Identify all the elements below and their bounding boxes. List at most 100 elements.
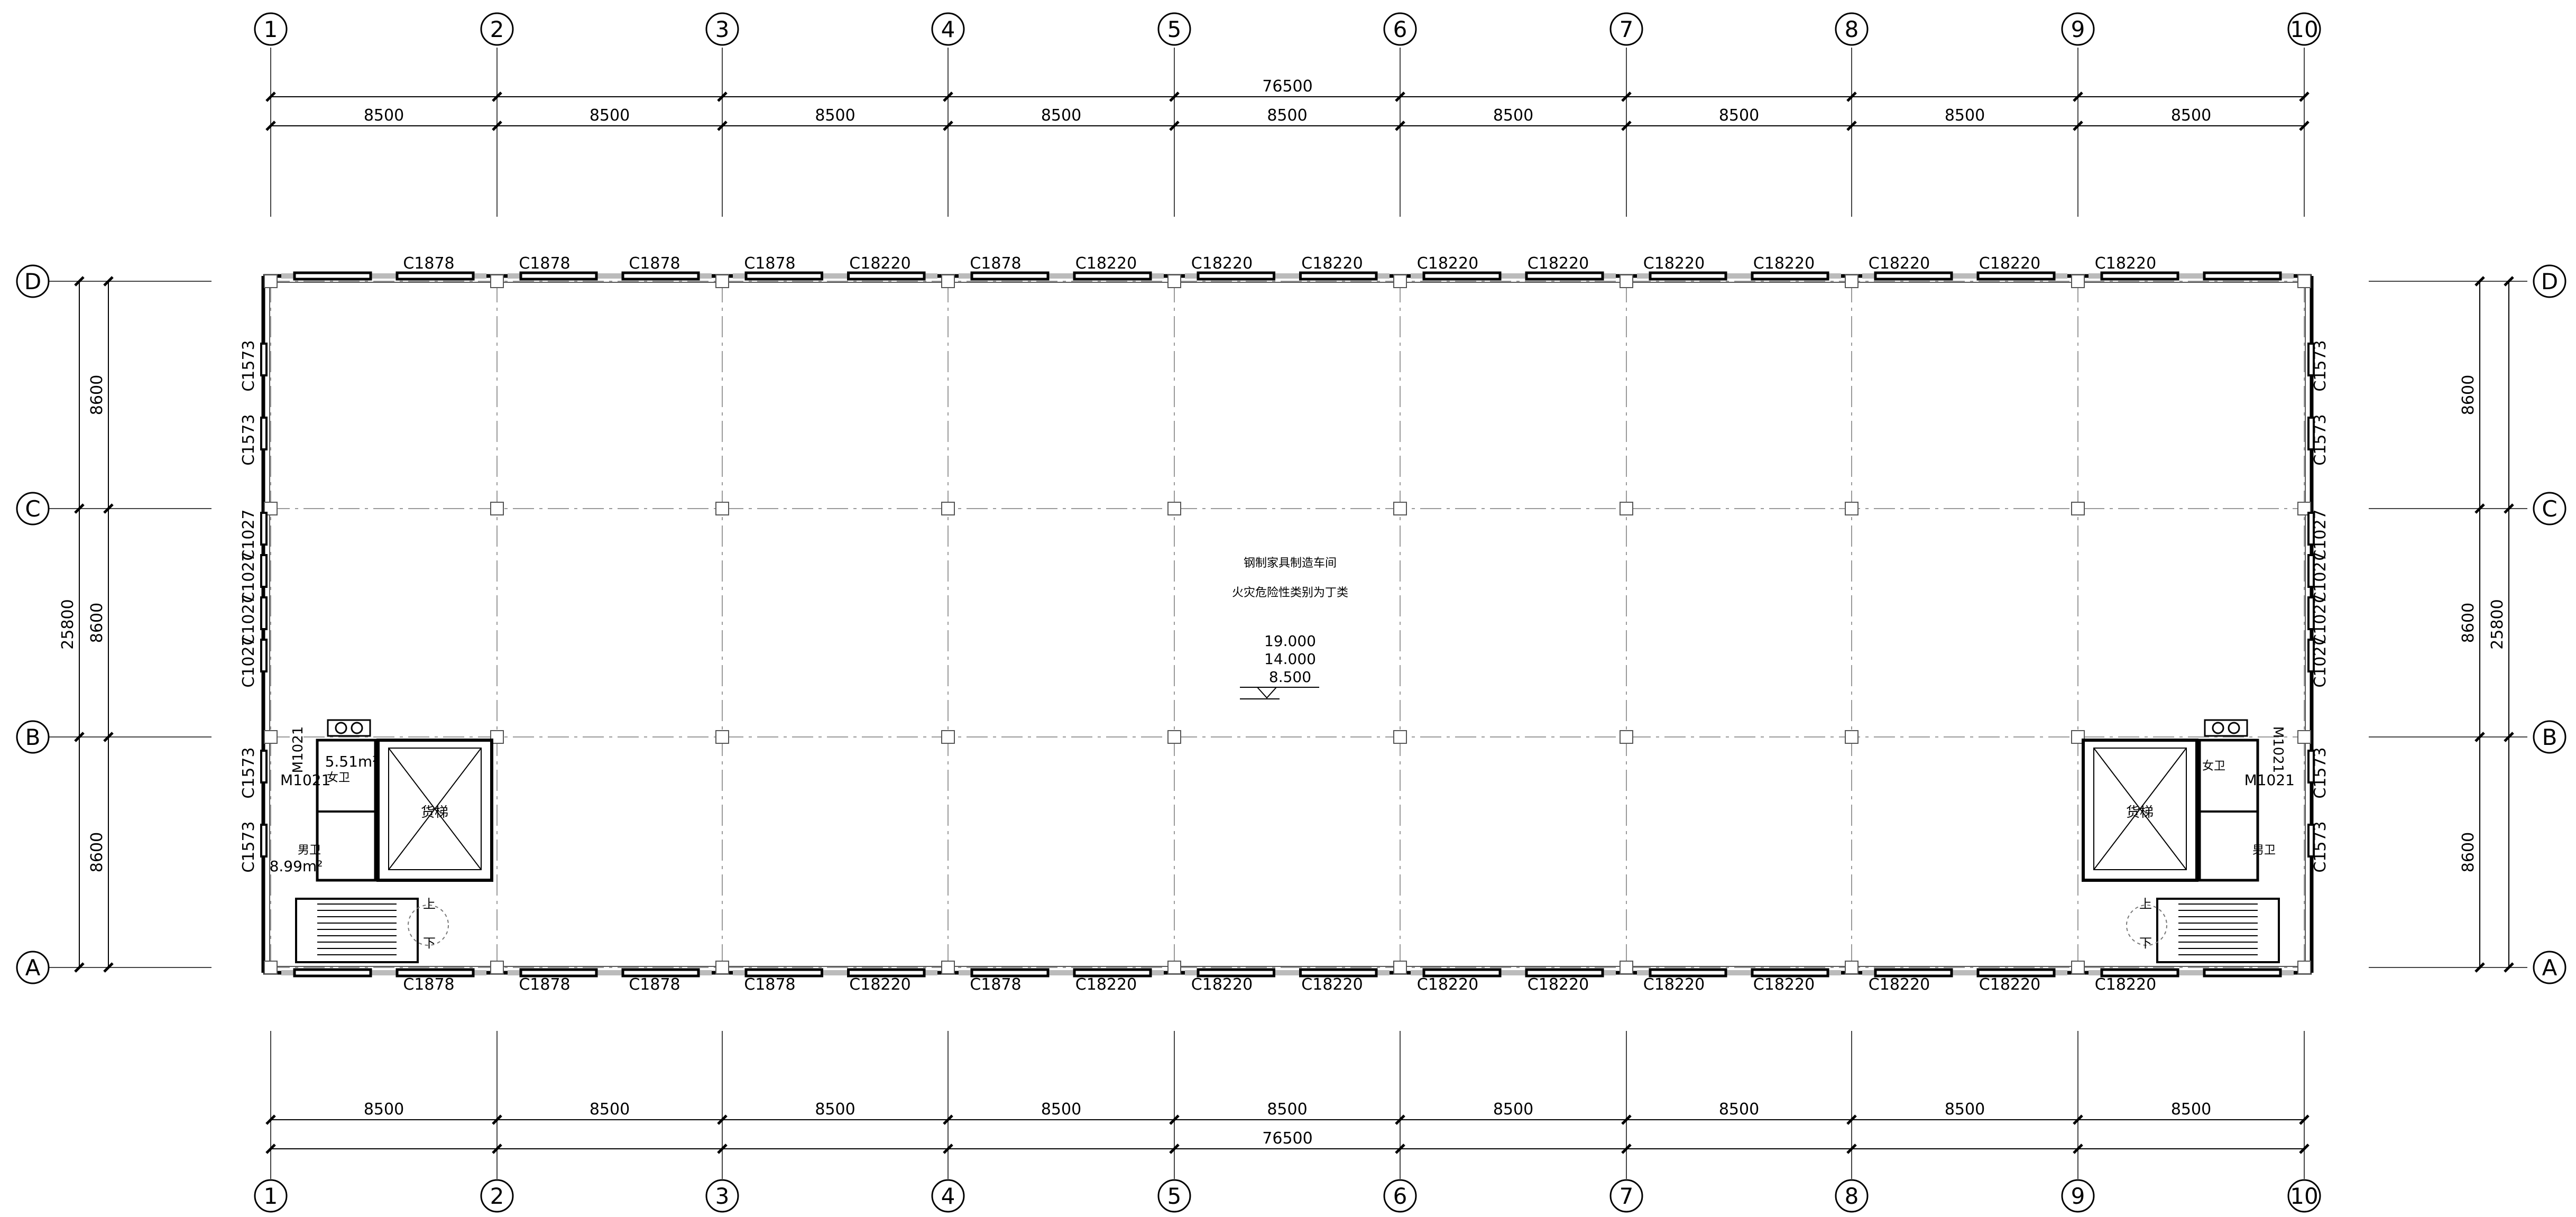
dim-tick bbox=[2504, 503, 2514, 514]
window-label-top: C18220 bbox=[1417, 254, 1478, 273]
window-label-bottom: C1878 bbox=[970, 975, 1021, 994]
window-label-bottom: C18220 bbox=[1191, 975, 1253, 994]
axis-number: 9 bbox=[2071, 1183, 2085, 1209]
window-side-left bbox=[260, 639, 268, 672]
dim-tick bbox=[74, 732, 85, 742]
window-label-bottom: C1878 bbox=[629, 975, 680, 994]
dim-bay-horizontal: 8500 bbox=[1267, 106, 1307, 125]
dim-tick bbox=[943, 1144, 953, 1154]
window-label-bottom: C18220 bbox=[2095, 975, 2156, 994]
bubble-circle bbox=[1383, 12, 1417, 46]
window-sash bbox=[744, 968, 823, 978]
column-square bbox=[2297, 730, 2311, 744]
dimension-lines bbox=[74, 91, 2514, 1154]
column-square bbox=[941, 274, 955, 288]
axis-letter: D bbox=[2541, 269, 2558, 294]
bubble-circle bbox=[705, 1179, 739, 1213]
dim-tick bbox=[943, 1114, 953, 1125]
bubble-circle bbox=[2061, 12, 2095, 46]
window-sash bbox=[1751, 271, 1829, 281]
window-label-bottom: C18220 bbox=[1075, 975, 1137, 994]
window-side-right bbox=[2307, 512, 2315, 546]
column-square bbox=[1620, 961, 1633, 974]
column-square bbox=[490, 274, 504, 288]
dim-bay-horizontal: 8500 bbox=[1719, 1100, 1759, 1119]
window-label-bottom: C18220 bbox=[1301, 975, 1363, 994]
window-label-right: C1027 bbox=[2311, 551, 2330, 603]
window-label-top: C18220 bbox=[1869, 254, 1930, 273]
axis-bubbles: 1 1 2 2 3 3 4 4 5 5 6 6 7 7 8 8 9 9 10 10 D D C C B B A A bbox=[16, 12, 2566, 1213]
window-label-bottom: C18220 bbox=[1643, 975, 1705, 994]
dim-tick bbox=[265, 1114, 276, 1125]
bubble-circle bbox=[1609, 1179, 1643, 1213]
elevator-label: 货梯 bbox=[421, 805, 448, 820]
elevation-marker bbox=[1257, 687, 1277, 699]
axis-number: 1 bbox=[264, 1183, 278, 1209]
door-label: M1021 bbox=[280, 771, 330, 789]
bubble-circle bbox=[2533, 951, 2566, 984]
bubble-circle bbox=[254, 1179, 288, 1213]
window-sash bbox=[1299, 271, 1378, 281]
sink-counter bbox=[2204, 719, 2248, 737]
window-infill bbox=[733, 970, 937, 975]
window-label-top: C1878 bbox=[970, 254, 1021, 273]
dim-tick bbox=[1395, 1114, 1405, 1125]
column-square bbox=[715, 274, 729, 288]
axis-bubble-3: 3 bbox=[705, 12, 739, 46]
window-side-left bbox=[260, 750, 268, 783]
axis-number: 6 bbox=[1393, 1183, 1407, 1209]
window-label-right: C1027 bbox=[2311, 594, 2330, 645]
elevator-shaft bbox=[2082, 739, 2198, 882]
column-square bbox=[1845, 274, 1859, 288]
window-sash bbox=[1422, 968, 1502, 978]
window-label-right: C1573 bbox=[2311, 747, 2330, 798]
window-sash bbox=[847, 968, 926, 978]
column-square bbox=[490, 730, 504, 744]
window-label-bottom: C18220 bbox=[1417, 975, 1478, 994]
window-label-left: C1027 bbox=[240, 551, 258, 603]
bubble-circle bbox=[16, 492, 50, 525]
male-toilet-area: 8.99m² bbox=[270, 858, 323, 875]
dim-tick bbox=[265, 121, 276, 131]
column-square bbox=[1620, 274, 1633, 288]
window-infill bbox=[1637, 970, 1841, 975]
axis-bubble-1: 1 bbox=[254, 1179, 288, 1213]
bubble-circle bbox=[705, 12, 739, 46]
column-square bbox=[2297, 502, 2311, 515]
column-square bbox=[2297, 961, 2311, 974]
window-sash bbox=[1299, 968, 1378, 978]
window-label-top: C1878 bbox=[629, 254, 680, 273]
dim-bay-horizontal: 8500 bbox=[364, 106, 404, 125]
window-infill bbox=[959, 273, 1164, 279]
window-sash bbox=[2203, 271, 2282, 281]
stair-down-label: 下 bbox=[423, 936, 436, 951]
bubble-circle bbox=[1609, 12, 1643, 46]
dim-tick bbox=[1169, 91, 1180, 102]
column-square bbox=[1845, 730, 1859, 744]
axis-bubble-8: 8 bbox=[1835, 12, 1869, 46]
window-sash bbox=[1525, 271, 1604, 281]
window-sash bbox=[293, 271, 372, 281]
window-infill bbox=[2089, 970, 2294, 975]
window-label-top: C18220 bbox=[1643, 254, 1705, 273]
window-label-left: C1573 bbox=[240, 747, 258, 798]
bubble-circle bbox=[2533, 720, 2566, 754]
dim-tick bbox=[2474, 276, 2485, 287]
window-label-right: C1573 bbox=[2311, 340, 2330, 391]
column-square bbox=[490, 961, 504, 974]
bubble-circle bbox=[16, 951, 50, 984]
column-square bbox=[1393, 502, 1407, 515]
elevator-shaft bbox=[376, 739, 493, 882]
window-sash bbox=[2100, 271, 2179, 281]
window-sash bbox=[1422, 271, 1502, 281]
dim-tick bbox=[1621, 121, 1632, 131]
axis-number: 4 bbox=[941, 1183, 955, 1209]
window-sash bbox=[970, 271, 1050, 281]
bubble-circle bbox=[1157, 12, 1191, 46]
male-toilet-label: 男卫 bbox=[298, 844, 321, 857]
dim-tick bbox=[492, 1114, 502, 1125]
axis-number: 2 bbox=[490, 16, 504, 42]
bubble-circle bbox=[480, 1179, 514, 1213]
dim-tick bbox=[2474, 962, 2485, 973]
